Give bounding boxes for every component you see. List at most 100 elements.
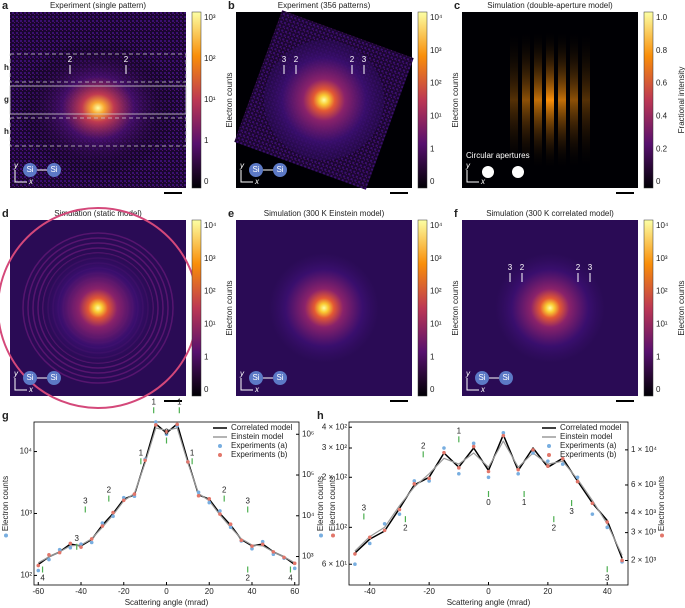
fringe [510, 30, 518, 170]
data-point [412, 482, 417, 486]
data-point [207, 497, 212, 501]
annotation: 2 [222, 486, 227, 495]
data-point [471, 441, 476, 446]
data-point [501, 431, 506, 435]
y2-tick-label: 10⁶ [302, 429, 314, 438]
marker-label: 3 [588, 263, 593, 272]
data-point [250, 544, 254, 548]
legend-swatch [218, 453, 222, 457]
colorbar-tick-label: 0 [430, 385, 435, 394]
data-point [89, 540, 94, 545]
data-point [57, 547, 62, 552]
annotation: 2 [245, 574, 250, 583]
data-point [228, 522, 233, 527]
y2-tick-label: 2 × 10³ [631, 556, 656, 565]
data-point [196, 490, 201, 495]
y2-tick-label: 6 × 10³ [631, 480, 656, 489]
data-point [367, 541, 372, 546]
region-label: h [4, 127, 9, 136]
marker-label: 2 [68, 55, 73, 64]
data-point [546, 464, 550, 468]
y-tick-label: 6 × 10¹ [322, 559, 347, 568]
data-point [516, 471, 520, 476]
axes-glyph [14, 170, 27, 183]
annotation: 0 [486, 498, 491, 507]
data-point [89, 537, 94, 541]
colorbar [191, 11, 202, 189]
axis-y-glyph: y [13, 161, 19, 170]
data-point [100, 521, 105, 525]
data-point [250, 546, 254, 551]
annotation: 0 [164, 428, 169, 437]
data-point [36, 563, 41, 568]
colorbar-tick-label: 10⁴ [204, 221, 217, 230]
data-point [501, 433, 506, 438]
legend-swatch [218, 444, 222, 448]
fringe [558, 30, 566, 170]
annotation: 3 [83, 497, 88, 506]
axis-x-glyph: x [254, 385, 260, 394]
data-point [164, 432, 169, 437]
axis-x-glyph: x [254, 177, 260, 186]
y-tick-label: 3 × 10² [322, 443, 347, 452]
data-point [164, 429, 169, 434]
data-point [175, 422, 179, 427]
heatmap [462, 220, 638, 396]
data-point [79, 542, 83, 546]
panel-title: Simulation (static model) [54, 209, 142, 218]
annotation: 1 [522, 498, 527, 507]
data-point [260, 539, 265, 544]
marker-label: 2 [350, 55, 355, 64]
annotation: 3 [605, 573, 610, 582]
atom-label: Si [252, 165, 259, 174]
data-point [471, 444, 476, 449]
panel-label: g [2, 410, 9, 422]
annotation: 3 [245, 497, 250, 506]
data-point [271, 550, 276, 554]
colorbar-tick-label: 10¹ [430, 320, 442, 329]
marker-label: 3 [282, 55, 287, 64]
data-point [218, 509, 222, 513]
x-axis-label: Scattering angle (mrad) [125, 598, 209, 607]
x-tick-label: -40 [364, 587, 376, 596]
axes-glyph [240, 378, 253, 391]
legend-swatch [547, 444, 551, 448]
panel-title: Simulation (300 K correlated model) [486, 209, 614, 218]
data-point [353, 552, 357, 556]
colorbar-tick-label: 10⁴ [430, 13, 443, 22]
heatmap [10, 12, 186, 188]
panel-label: d [2, 208, 9, 220]
legend-label: Experiments (b) [560, 450, 617, 459]
axes-glyph [466, 170, 479, 183]
colorbar-tick-label: 1 [204, 136, 209, 145]
atom [23, 163, 37, 177]
data-point [486, 475, 491, 480]
fringe [522, 30, 530, 170]
panel-label: b [228, 0, 235, 12]
y2-tick-label: 3 × 10³ [631, 528, 656, 537]
axis-y-glyph: y [465, 369, 471, 378]
ring [27, 237, 169, 379]
y2-tick-label: 10⁵ [302, 470, 314, 479]
axis-x-glyph: x [28, 177, 34, 186]
colorbar-label: Electron counts [451, 72, 460, 127]
colorbar-tick-label: 1 [656, 352, 661, 361]
atom-label: Si [50, 373, 57, 382]
legend-label: Correlated model [231, 423, 293, 432]
data-point [382, 522, 387, 526]
y2-axis-marker [331, 533, 335, 538]
colorbar-tick-label: 10² [430, 287, 442, 296]
marker-label: 2 [124, 55, 129, 64]
y2-tick-label: 1 × 10⁴ [631, 445, 657, 454]
colorbar-tick-label: 0 [430, 177, 435, 186]
data-point [121, 495, 126, 500]
panel-title: Simulation (300 K Einstein model) [264, 209, 385, 218]
colorbar-tick-label: 10¹ [204, 95, 216, 104]
colorbar [417, 11, 428, 189]
heatmap [234, 10, 414, 190]
legend-label: Einstein model [560, 432, 613, 441]
colorbar-tick-label: 10² [204, 54, 216, 63]
data-point [575, 479, 580, 484]
data-point [239, 538, 244, 543]
colorbar-tick-label: 0 [204, 385, 209, 394]
